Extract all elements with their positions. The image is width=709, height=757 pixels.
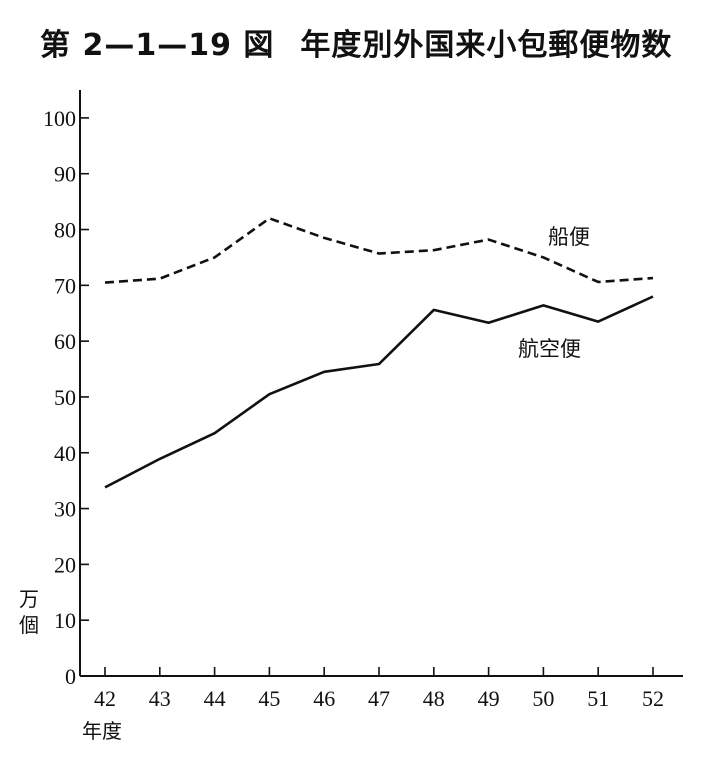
- x-tick-label: 52: [642, 686, 664, 711]
- y-axis-title-char: 個: [19, 613, 39, 637]
- x-tick-label: 42: [94, 686, 116, 711]
- y-tick-label: 20: [54, 552, 76, 577]
- series-label-2: 航空便: [518, 337, 581, 361]
- y-tick-label: 60: [54, 329, 76, 354]
- x-axis-title: 年度: [82, 719, 122, 743]
- x-tick-label: 50: [532, 686, 554, 711]
- x-tick-label: 51: [587, 686, 609, 711]
- y-tick-label: 10: [54, 608, 76, 633]
- y-axis-title-char: 万: [19, 587, 39, 611]
- y-tick-label: 40: [54, 441, 76, 466]
- x-tick-label: 49: [478, 686, 500, 711]
- y-tick-label: 0: [65, 664, 76, 689]
- series-label-1: 船便: [548, 225, 590, 249]
- y-tick-label: 80: [54, 218, 76, 243]
- y-tick-label: 70: [54, 273, 76, 298]
- x-tick-label: 47: [368, 686, 390, 711]
- figure-title: 年度別外国来小包郵便物数: [300, 28, 673, 63]
- x-tick-label: 46: [313, 686, 335, 711]
- y-tick-label: 30: [54, 497, 76, 522]
- x-tick-label: 43: [149, 686, 171, 711]
- figure-number: 第 2—1—19 図: [40, 28, 275, 63]
- y-tick-label: 90: [54, 162, 76, 187]
- y-tick-label: 50: [54, 385, 76, 410]
- series-line-2: [104, 295, 654, 489]
- chart-title: 第 2—1—19 図年度別外国来小包郵便物数: [40, 20, 672, 64]
- y-tick-label: 100: [43, 106, 76, 131]
- x-tick-label: 48: [423, 686, 445, 711]
- x-tick-label: 45: [258, 686, 280, 711]
- x-tick-label: 44: [204, 686, 226, 711]
